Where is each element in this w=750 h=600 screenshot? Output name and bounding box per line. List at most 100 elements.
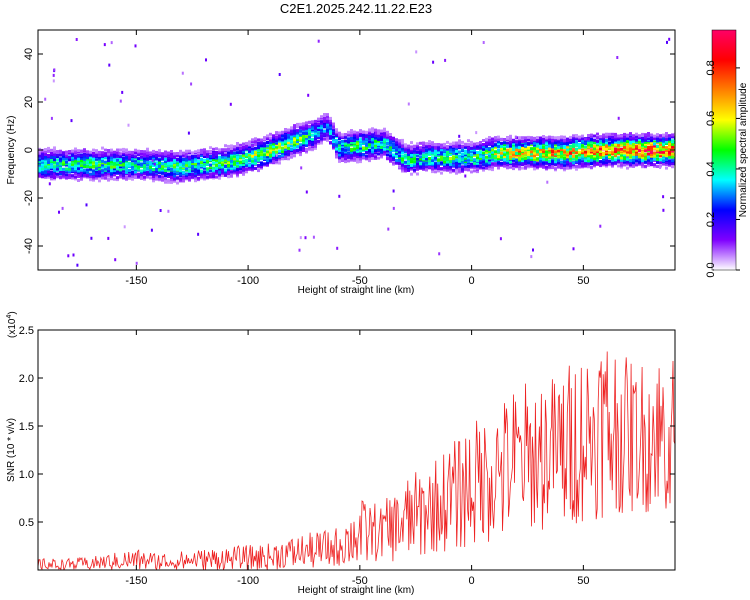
heatmap-cell: [536, 165, 539, 169]
heatmap-cell: [371, 135, 374, 139]
heatmap-cell: [254, 137, 257, 141]
heatmap-cell: [308, 135, 311, 139]
heatmap-cell: [107, 149, 110, 152]
heatmap-cell: [167, 179, 170, 183]
heatmap-speckle: [415, 50, 418, 54]
heatmap-cell: [251, 151, 254, 155]
heatmap-cell: [506, 136, 509, 140]
heatmap-cell: [110, 150, 113, 154]
heatmap-cell: [422, 149, 425, 153]
heatmap-cell: [215, 151, 218, 154]
heatmap-cell: [515, 148, 518, 152]
heatmap-cell: [230, 159, 233, 163]
heatmap-cell: [650, 152, 653, 156]
snr-x-label: Height of straight line (km): [298, 585, 415, 596]
heatmap-cell: [212, 175, 215, 178]
heatmap-cell: [392, 139, 395, 143]
heatmap-cell: [83, 161, 86, 164]
heatmap-cell: [104, 165, 107, 169]
heatmap-cell: [128, 157, 131, 161]
heatmap-cell: [77, 171, 80, 175]
snr-frame: [37, 329, 676, 571]
heatmap-cell: [494, 162, 497, 166]
heatmap-cell: [236, 155, 239, 159]
heatmap-cell: [200, 172, 203, 176]
heatmap-cell: [464, 151, 467, 155]
heatmap-speckle: [103, 43, 106, 47]
heatmap-cell: [629, 132, 632, 136]
heatmap-cell: [50, 155, 53, 159]
heatmap-cell: [251, 159, 254, 163]
heatmap-cell: [638, 134, 641, 138]
heatmap-cell: [641, 163, 644, 167]
heatmap-cell: [203, 162, 206, 166]
heatmap-cell: [389, 133, 392, 136]
heatmap-cell: [191, 151, 194, 155]
heatmap-cell: [368, 132, 371, 136]
heatmap-cell: [128, 161, 131, 165]
heatmap-cell: [578, 165, 581, 169]
heatmap-cell: [563, 138, 566, 142]
heatmap-cell: [470, 146, 473, 150]
heatmap-cell: [536, 138, 539, 142]
heatmap-cell: [392, 142, 395, 146]
heatmap-cell: [404, 160, 407, 164]
heatmap-cell: [386, 130, 389, 134]
heatmap-cell: [461, 165, 464, 169]
heatmap-cell: [506, 141, 509, 145]
heatmap-cell: [476, 156, 479, 160]
heatmap-cell: [452, 141, 455, 145]
heatmap-cell: [488, 154, 491, 158]
heatmap-cell: [557, 165, 560, 169]
heatmap-cell: [422, 150, 425, 154]
heatmap-cell: [272, 146, 275, 150]
heatmap-cell: [329, 116, 332, 120]
heatmap-cell: [167, 158, 170, 162]
heatmap-cell: [404, 165, 407, 168]
heatmap-cell: [533, 143, 536, 147]
heatmap-cell: [149, 169, 152, 173]
heatmap-cell: [74, 164, 77, 167]
heatmap-cell: [590, 154, 593, 158]
heatmap-cell: [578, 163, 581, 167]
heatmap-cell: [236, 147, 239, 151]
heatmap-cell: [149, 157, 152, 161]
heatmap-cell: [290, 137, 293, 141]
heatmap-speckle: [668, 37, 671, 41]
heatmap-cell: [653, 151, 656, 155]
heatmap-cell: [74, 167, 77, 171]
heatmap-cell: [608, 134, 611, 138]
heatmap-cell: [68, 157, 71, 161]
heatmap-cell: [626, 142, 629, 146]
heatmap-cell: [38, 159, 41, 163]
heatmap-cell: [581, 159, 584, 163]
heatmap-cell: [542, 148, 545, 152]
heatmap-speckle: [151, 159, 154, 163]
heatmap-cell: [575, 154, 578, 158]
heatmap-cell: [71, 164, 74, 168]
heatmap-cell: [41, 167, 44, 170]
heatmap-cell: [155, 153, 158, 157]
heatmap-cell: [545, 136, 548, 140]
heatmap-cell: [425, 145, 428, 149]
heatmap-cell: [65, 157, 68, 161]
heatmap-cell: [539, 139, 542, 143]
heatmap-cell: [398, 149, 401, 153]
heatmap-cell: [542, 137, 545, 141]
heatmap-cell: [89, 160, 92, 164]
heatmap-cell: [557, 145, 560, 149]
heatmap-cell: [335, 147, 338, 151]
heatmap-cell: [602, 158, 605, 162]
heatmap-cell: [95, 163, 98, 167]
heatmap-cell: [554, 138, 557, 142]
heatmap-cell: [461, 158, 464, 162]
heatmap-cell: [338, 150, 341, 154]
heatmap-cell: [47, 153, 50, 157]
heatmap-cell: [53, 153, 56, 157]
heatmap-cell: [491, 137, 494, 141]
heatmap-cell: [371, 127, 374, 131]
heatmap-cell: [356, 148, 359, 151]
heatmap-cell: [434, 165, 437, 169]
heatmap-cell: [329, 121, 332, 125]
heatmap-cell: [587, 137, 590, 141]
